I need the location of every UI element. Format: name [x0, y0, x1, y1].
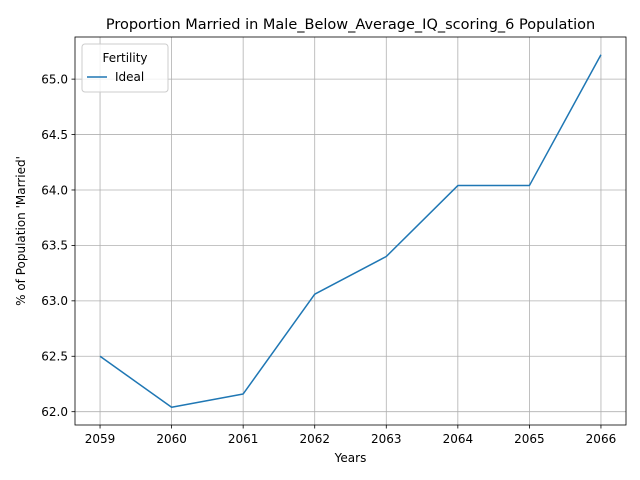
y-axis-ticks: 62.0 62.5 63.0 63.5 64.0 64.5 65.0: [41, 72, 75, 419]
x-axis-ticks: 2059 2060 2061 2062 2063 2064 2065 2066: [85, 425, 616, 446]
y-tick-label: 63.0: [41, 294, 68, 308]
y-tick-label: 64.5: [41, 128, 68, 142]
x-tick-label: 2064: [443, 432, 474, 446]
legend: Fertility Ideal: [81, 43, 169, 93]
y-tick-label: 64.0: [41, 183, 68, 197]
x-tick-label: 2061: [228, 432, 259, 446]
series-line-ideal: [99, 54, 602, 409]
plot-frame: [74, 36, 627, 426]
legend-box: [81, 43, 169, 93]
x-tick-label: 2065: [514, 432, 545, 446]
x-tick-label: 2063: [371, 432, 402, 446]
x-tick-label: 2059: [85, 432, 116, 446]
grid: [75, 37, 626, 425]
legend-entry-ideal: Ideal: [115, 70, 144, 84]
x-tick-label: 2062: [299, 432, 330, 446]
legend-title: Fertility: [102, 51, 147, 65]
y-axis-label: % of Population 'Married': [14, 156, 28, 306]
chart-title: Proportion Married in Male_Below_Average…: [106, 17, 595, 33]
y-tick-label: 65.0: [41, 72, 68, 86]
x-axis-label: Years: [334, 451, 367, 465]
y-tick-label: 62.5: [41, 350, 68, 364]
y-tick-label: 63.5: [41, 239, 68, 253]
y-tick-label: 62.0: [41, 405, 68, 419]
series-lines: [99, 54, 602, 409]
x-tick-label: 2066: [586, 432, 617, 446]
x-tick-label: 2060: [156, 432, 187, 446]
